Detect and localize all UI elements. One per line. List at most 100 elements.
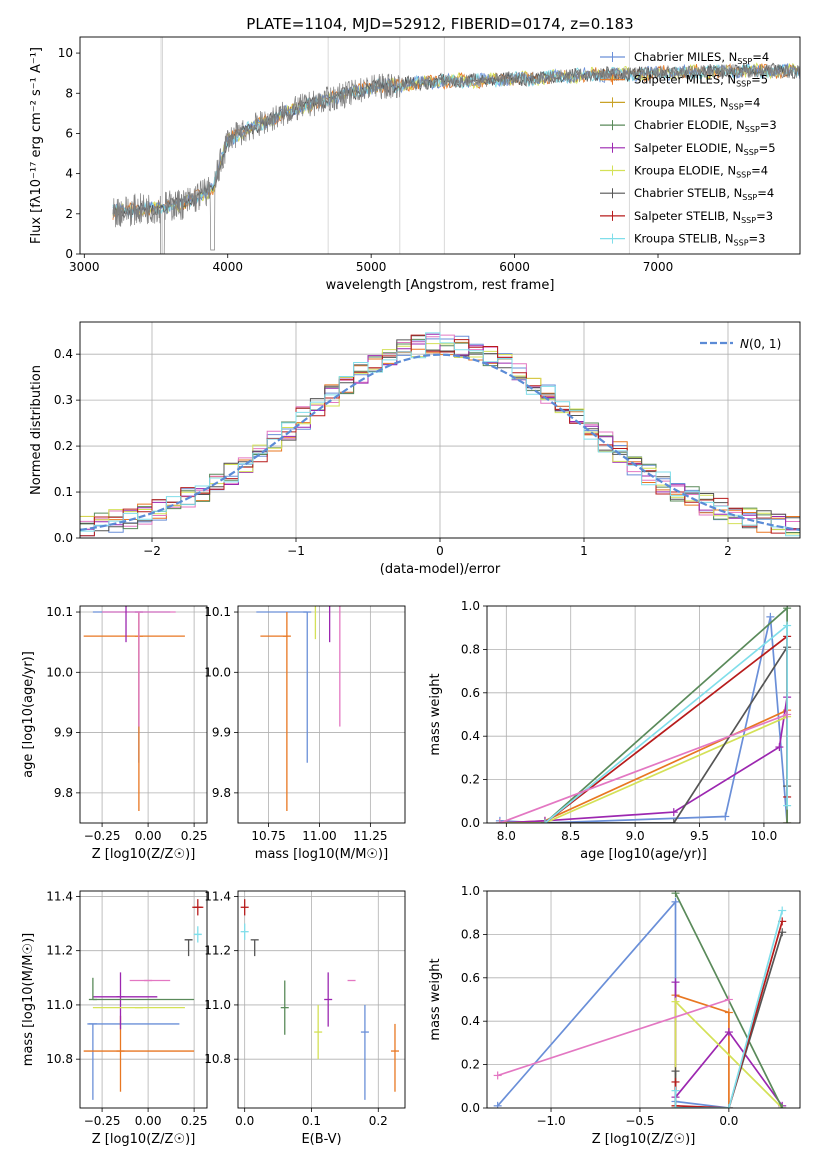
legend-label-tail: =4: [757, 186, 774, 200]
y-tick-label: 9.9: [212, 726, 231, 740]
weight-line: [499, 616, 788, 823]
legend-label: Salpeter ELODIE, NSSP=5: [634, 141, 776, 157]
weight-line: [674, 910, 784, 1108]
y-tick-label: 10.8: [204, 1052, 231, 1066]
weight-line: [497, 998, 730, 1077]
x-tick-label: −0.25: [84, 1114, 121, 1128]
legend-label: Salpeter STELIB, NSSP=3: [634, 209, 773, 225]
legend-label-tail: =4: [752, 50, 769, 64]
x-tick-label: 2: [724, 544, 732, 558]
legend-label: Salpeter MILES, NSSP=5: [634, 73, 768, 89]
x-axis-label: age [log10(age/yr)]: [580, 847, 707, 862]
axes-frame: [486, 605, 801, 824]
y-tick-label: 0.8: [461, 642, 480, 656]
axes-frame: [79, 321, 801, 539]
panel-age-vs-mass: 10.75 11.00 11.25 9.8 9.9 10.0 10.1 mass [log10…: [204, 605, 406, 862]
y-tick-label: 10.0: [204, 665, 231, 679]
y-axis-label: mass weight: [428, 673, 443, 755]
normal-curve: [80, 353, 800, 531]
y-axis-label: Normed distribution: [29, 365, 44, 495]
x-tick-label: 7000: [643, 260, 674, 274]
y-tick-label: 0.8: [461, 927, 480, 941]
legend-label-main: Chabrier STELIB, N: [634, 186, 742, 200]
legend-label-sub: SSP: [737, 57, 752, 66]
legend-label-tail: =5: [751, 73, 768, 87]
y-axis-label: mass weight: [428, 958, 443, 1040]
weight-line: [544, 634, 788, 823]
y-tick-label: 9.8: [54, 786, 73, 800]
x-tick-label: 0.1: [302, 1114, 321, 1128]
x-tick-label: 9.5: [690, 829, 709, 843]
y-tick-label: 0.4: [54, 347, 73, 361]
weight-line: [499, 696, 788, 823]
y-axis-label: age [log10(age/yr)]: [21, 651, 36, 778]
residual-histogram: [80, 332, 800, 537]
legend-label-sub: SSP: [741, 216, 756, 225]
axes-frame: [237, 890, 406, 1109]
x-tick-label: 0.0: [719, 1114, 738, 1128]
x-tick-label: −1.0: [536, 1114, 565, 1128]
plot-area: [83, 899, 204, 1100]
x-tick-label: 1: [580, 544, 588, 558]
x-tick-label: 11.25: [353, 829, 387, 843]
x-axis-label: Z [log10(Z/Z☉)]: [592, 1132, 696, 1147]
weight-line: [497, 899, 730, 1108]
plot-area: [493, 891, 787, 1108]
panel-weight-vs-Z: −1.0 −0.5 0.0 0.0 0.2 0.4 0.6 0.8 1.0 Z [log10(Z/…: [428, 884, 801, 1147]
y-tick-label: 11.2: [46, 944, 73, 958]
y-tick-label: 8: [65, 86, 73, 100]
x-tick-label: −2: [143, 544, 161, 558]
y-tick-label: 0.4: [461, 1014, 480, 1028]
y-tick-label: 9.8: [212, 786, 231, 800]
x-tick-label: −0.25: [84, 829, 121, 843]
panel-residuals: −2 −1 0 1 2 0.0 0.1 0.2 0.3 0.4 (data-model)/error…: [29, 321, 801, 577]
x-tick-label: 4000: [212, 260, 243, 274]
legend-label-tail: =3: [756, 209, 773, 223]
legend-label-main: Chabrier MILES, N: [634, 50, 737, 64]
legend-label-sub: SSP: [742, 193, 757, 202]
panel-mass-vs-EBV: 0.0 0.1 0.2 10.8 11.0 11.2 11.4 E(B-V): [204, 889, 406, 1147]
plot-area: [112, 37, 800, 254]
weight-line: [545, 644, 788, 823]
weight-line: [544, 606, 788, 823]
x-tick-label: 11.00: [302, 829, 336, 843]
weight-line: [499, 713, 788, 823]
y-tick-label: 11.4: [46, 889, 73, 903]
y-tick-label: 1.0: [461, 599, 480, 613]
x-tick-label: 8.5: [561, 829, 580, 843]
legend-label: Chabrier MILES, NSSP=4: [634, 50, 769, 66]
y-tick-label: 2: [65, 207, 73, 221]
x-tick-label: 10.0: [751, 829, 778, 843]
y-tick-label: 11.4: [204, 889, 231, 903]
x-tick-label: 0.25: [181, 1114, 208, 1128]
legend-label-main: Salpeter STELIB, N: [634, 209, 741, 223]
x-tick-label: 10.75: [251, 829, 285, 843]
plot-area: [80, 332, 800, 537]
legend-label-sub: SSP: [736, 80, 751, 89]
y-tick-label: 0.3: [54, 393, 73, 407]
weight-line: [544, 623, 788, 823]
y-tick-label: 10.1: [204, 605, 231, 619]
legend-label-rest: (0, 1): [749, 337, 781, 351]
y-tick-label: 0.2: [54, 439, 73, 453]
y-axis-label: mass [log10(M/M☉)]: [21, 933, 36, 1066]
y-tick-label: 0.0: [54, 531, 73, 545]
x-tick-label: 0: [436, 544, 444, 558]
x-axis-label: (data-model)/error: [380, 562, 501, 577]
x-tick-label: 0.0: [235, 1114, 254, 1128]
legend-label-tail: =4: [744, 95, 761, 109]
legend-label: N(0, 1): [740, 337, 781, 351]
legend-label-sub: SSP: [729, 102, 744, 111]
y-tick-label: 11.2: [204, 944, 231, 958]
y-tick-label: 0.0: [461, 1101, 480, 1115]
x-tick-label: 3000: [69, 260, 100, 274]
plot-area: [240, 899, 399, 1100]
legend-label-main: Kroupa MILES, N: [634, 95, 729, 109]
legend-label: Chabrier STELIB, NSSP=4: [634, 186, 774, 202]
y-tick-label: 10.0: [46, 665, 73, 679]
x-axis-label: Z [log10(Z/Z☉)]: [92, 847, 196, 862]
legend-label-main: Chabrier ELODIE, N: [634, 118, 745, 132]
observed-spectrum-line: [112, 64, 800, 254]
weight-line: [674, 994, 730, 1108]
legend-label-tail: =5: [759, 141, 776, 155]
